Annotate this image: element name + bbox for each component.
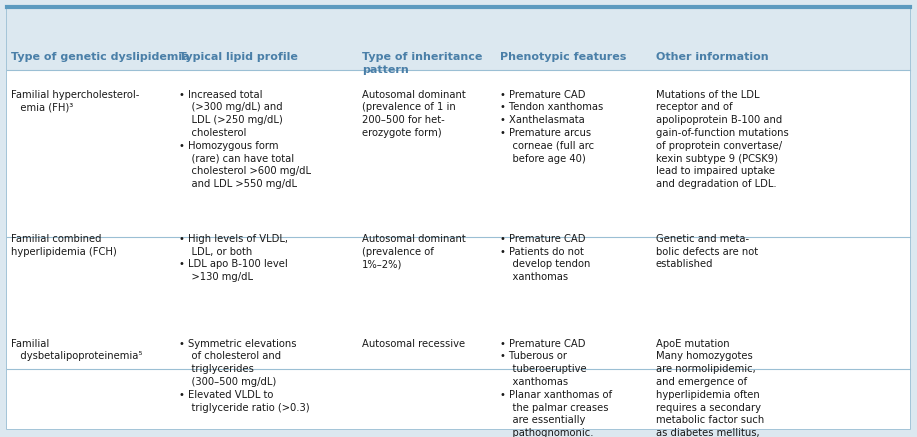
Text: Other information: Other information [656,52,768,62]
Text: Autosomal recessive: Autosomal recessive [362,339,465,349]
Text: • Premature CAD
• Tuberous or
    tuberoeruptive
    xanthomas
• Planar xanthoma: • Premature CAD • Tuberous or tuberoerup… [500,339,612,437]
Text: Autosomal dominant
(prevalence of
1%–2%): Autosomal dominant (prevalence of 1%–2%) [362,234,466,269]
Text: • Premature CAD
• Patients do not
    develop tendon
    xanthomas: • Premature CAD • Patients do not develo… [500,234,591,282]
Text: • Symmetric elevations
    of cholesterol and
    triglycerides
    (300–500 mg/: • Symmetric elevations of cholesterol an… [179,339,309,413]
Text: Phenotypic features: Phenotypic features [500,52,626,62]
FancyBboxPatch shape [7,237,910,369]
Text: Typical lipid profile: Typical lipid profile [179,52,298,62]
Text: • Increased total
    (>300 mg/dL) and
    LDL (>250 mg/dL)
    cholesterol
• Ho: • Increased total (>300 mg/dL) and LDL (… [179,90,311,189]
Text: Autosomal dominant
(prevalence of 1 in
200–500 for het-
erozygote form): Autosomal dominant (prevalence of 1 in 2… [362,90,466,138]
Text: Familial combined
hyperlipidemia (FCH): Familial combined hyperlipidemia (FCH) [11,234,116,257]
Text: Type of inheritance
pattern: Type of inheritance pattern [362,52,482,75]
FancyBboxPatch shape [7,7,910,70]
FancyBboxPatch shape [7,369,910,429]
Text: Familial hypercholesterol-
   emia (FH)³: Familial hypercholesterol- emia (FH)³ [11,90,139,112]
Text: • Premature CAD
• Tendon xanthomas
• Xanthelasmata
• Premature arcus
    corneae: • Premature CAD • Tendon xanthomas • Xan… [500,90,603,163]
Text: Mutations of the LDL
receptor and of
apolipoprotein B-100 and
gain-of-function m: Mutations of the LDL receptor and of apo… [656,90,789,189]
Text: Genetic and meta-
bolic defects are not
established: Genetic and meta- bolic defects are not … [656,234,757,269]
Text: ApoE mutation
Many homozygotes
are normolipidemic,
and emergence of
hyperlipidem: ApoE mutation Many homozygotes are normo… [656,339,764,437]
Text: • High levels of VLDL,
    LDL, or both
• LDL apo B-100 level
    >130 mg/dL: • High levels of VLDL, LDL, or both • LD… [179,234,288,282]
FancyBboxPatch shape [7,70,910,237]
FancyBboxPatch shape [7,7,910,429]
Text: Familial
   dysbetalipoproteinemia⁵: Familial dysbetalipoproteinemia⁵ [11,339,142,361]
Text: Type of genetic dyslipidemia: Type of genetic dyslipidemia [11,52,190,62]
